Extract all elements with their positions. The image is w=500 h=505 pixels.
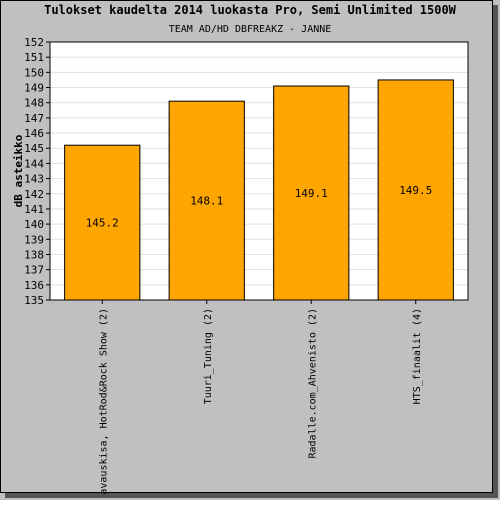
bar-value-label: 145.2 — [86, 217, 119, 230]
y-tick-label: 141 — [24, 203, 44, 216]
y-tick-label: 144 — [24, 157, 44, 170]
bar — [64, 144, 141, 301]
chart-subtitle: TEAM AD/HD DBFREAKZ - JANNE — [169, 24, 332, 35]
frame-shadow-bottom — [5, 493, 498, 498]
y-tick-label: 151 — [24, 51, 44, 64]
plot-area: 135 136 137 138 139 140 141 142 143 144 145 146 147 1… — [24, 36, 469, 495]
bar — [273, 85, 350, 301]
bar-value-label: 149.1 — [295, 187, 328, 200]
y-tick-label: 152 — [24, 36, 44, 49]
y-tick-label: 140 — [24, 218, 44, 231]
y-tick-label: 145 — [24, 142, 44, 155]
y-tick-label: 148 — [24, 97, 44, 110]
x-category-label: HTS_finaalit (4) — [412, 308, 423, 404]
y-axis-label: dB asteikko — [12, 134, 25, 207]
x-category-label: Tuuri_Tuning (2) — [203, 308, 214, 404]
bar-value-label: 148.1 — [190, 195, 223, 208]
y-tick-label: 138 — [24, 248, 44, 261]
y-tick-label: 142 — [24, 188, 44, 201]
x-category-label: Radalle.com_Ahvenisto (2) — [307, 308, 318, 459]
y-tick-label: 137 — [24, 264, 44, 277]
x-category-label: avauskisa, HotRod&Rock Show (2) — [98, 308, 109, 495]
y-tick-label: 136 — [24, 279, 44, 292]
y-tick-label: 146 — [24, 127, 44, 140]
bar-value-label: 149.5 — [399, 184, 432, 197]
bar — [377, 79, 454, 301]
y-tick-label: 149 — [24, 82, 44, 95]
frame-shadow-right — [493, 5, 498, 498]
frame-border — [0, 0, 493, 493]
plot-frame — [49, 41, 469, 301]
bar — [168, 100, 245, 301]
y-tick-label: 143 — [24, 173, 44, 186]
chart-title: Tulokset kaudelta 2014 luokasta Pro, Sem… — [44, 3, 457, 17]
y-tick-label: 135 — [24, 294, 44, 307]
y-tick-label: 139 — [24, 233, 44, 246]
y-tick-label: 150 — [24, 66, 44, 79]
y-tick-label: 147 — [24, 112, 44, 125]
